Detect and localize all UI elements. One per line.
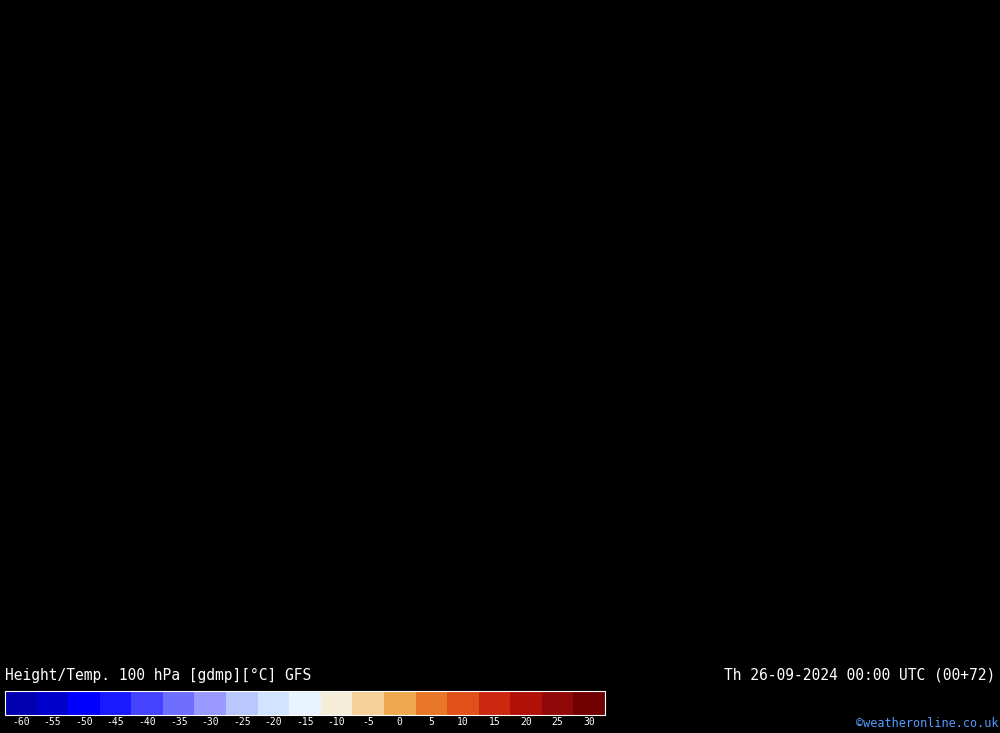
Bar [100,690,131,715]
Bar [194,690,226,715]
Text: -25: -25 [233,718,251,727]
Bar [5,690,37,715]
Bar [226,690,258,715]
Bar [321,690,352,715]
Text: -40: -40 [138,718,156,727]
Text: ©weatheronline.co.uk: ©weatheronline.co.uk [856,717,998,729]
Bar [479,690,510,715]
Text: 20: 20 [520,718,532,727]
Text: -15: -15 [296,718,314,727]
Bar [258,690,289,715]
Text: -10: -10 [328,718,345,727]
Text: -30: -30 [201,718,219,727]
Text: 10: 10 [457,718,469,727]
Bar [163,690,194,715]
Text: 0: 0 [397,718,403,727]
Bar [542,690,573,715]
Text: -45: -45 [107,718,124,727]
Text: -20: -20 [265,718,282,727]
Text: Th 26-09-2024 00:00 UTC (00+72): Th 26-09-2024 00:00 UTC (00+72) [724,668,995,682]
Bar [352,690,384,715]
Text: -50: -50 [75,718,93,727]
Bar [37,690,68,715]
Text: -35: -35 [170,718,187,727]
Bar [416,690,447,715]
Text: -5: -5 [362,718,374,727]
Text: 15: 15 [489,718,500,727]
Bar [131,690,163,715]
Bar [573,690,605,715]
Bar [510,690,542,715]
Bar [447,690,479,715]
Text: 25: 25 [552,718,564,727]
Bar [68,690,100,715]
Bar [5,690,605,715]
Text: Height/Temp. 100 hPa [gdmp][°C] GFS: Height/Temp. 100 hPa [gdmp][°C] GFS [5,668,311,682]
Text: -60: -60 [12,718,30,727]
Text: -55: -55 [44,718,61,727]
Text: 5: 5 [428,718,434,727]
Text: 30: 30 [583,718,595,727]
Bar [384,690,416,715]
Bar [289,690,321,715]
